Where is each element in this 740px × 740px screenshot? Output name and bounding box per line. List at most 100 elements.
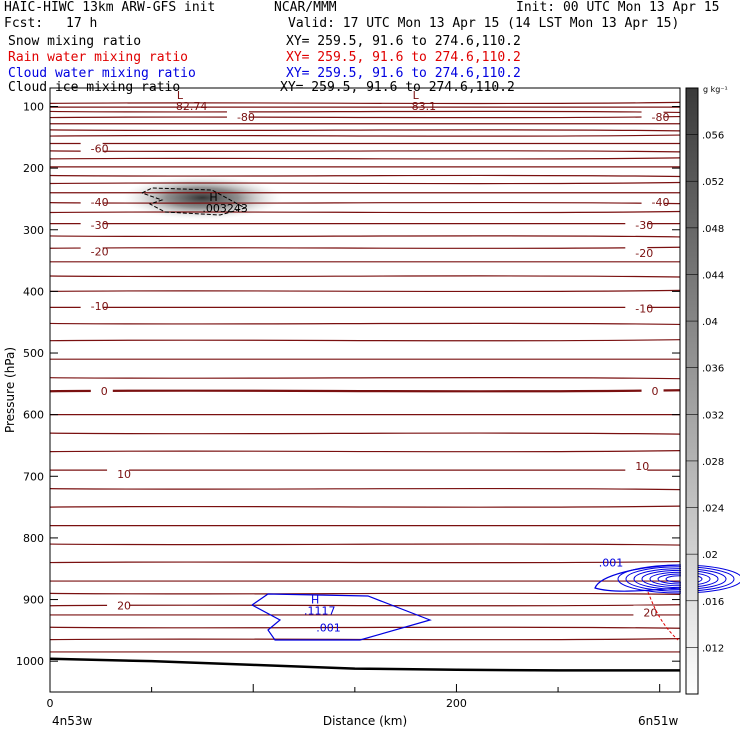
y-tick-label: 400 [23,285,44,298]
temperature-contour-line [49,626,681,629]
temperature-contour-line [49,450,681,453]
x-tick-label: 200 [446,697,467,710]
temperature-contour-label: 20 [643,606,657,619]
temperature-label-bg [107,466,130,480]
colorbar-tick-label: .028 [702,457,724,468]
temperature-contour-label: 0 [652,385,659,398]
temperature-contour-label: -60 [91,142,109,155]
colorbar-tick-label: .052 [702,177,724,188]
colorbar [685,87,699,695]
temperature-contour-line [49,560,681,564]
field-snow-xy: XY= 259.5, 91.6 to 274.6,110.2 [286,34,521,49]
temperature-label-bg [80,217,103,231]
temperature-contour-label: -30 [91,219,109,232]
y-tick-label: 700 [23,470,44,483]
field-rain-xy: XY= 259.5, 91.6 to 274.6,110.2 [286,50,521,65]
temperature-contour-line [49,101,681,105]
colorbar-unit: g kg⁻¹ [703,85,728,94]
colorbar-tick-label: .016 [702,597,724,608]
temperature-label-bg [625,217,648,231]
extremum-kind: L [413,89,420,102]
cloud-water-contour [251,593,432,641]
temperature-contour-line [49,487,681,491]
temperature-label-bg [80,141,103,155]
plot-frame [49,87,681,693]
extremum-value: -83.1 [408,100,436,113]
cloud-water-contour [617,564,740,594]
y-tick-label: 100 [23,100,44,113]
temperature-contour-line [49,201,681,205]
rain-water-contour [647,591,679,641]
temperature-label-bg [107,598,130,612]
colorbar-tick-label: .036 [702,364,724,375]
temperature-label-bg [641,195,664,209]
temperature-contour-line [49,275,681,278]
temperature-contour-line [49,181,681,185]
temperature-contour-label: -10 [635,303,653,316]
surface-pressure-line [49,657,680,672]
temperature-contour-line [49,115,681,119]
temperature-contour-line [49,150,681,153]
extremum-value: -82.74 [172,100,207,113]
x-start-location: 4n53w [52,714,93,728]
temperature-contour-line [49,604,681,607]
colorbar-tick-label: .04 [702,317,718,328]
y-tick-label: 800 [23,532,44,545]
temperature-contour-line [49,592,681,595]
header-model: HAIC-HIWC 13km ARW-GFS init [4,0,216,15]
temperature-contour-line [49,339,681,342]
temperature-label-bg [641,384,664,398]
x-tick-label: 0 [47,697,54,710]
temperature-contour-label: -80 [237,111,255,124]
extremum-kind: H [311,593,319,606]
field-cloudwater-name: Cloud water mixing ratio [8,66,196,81]
y-tick-label: 900 [23,594,44,607]
cloud-water-label: .001 [599,557,624,570]
extremum-kind: L [177,89,184,102]
x-end-location: 6n51w [638,714,679,728]
temperature-contour-label: 20 [117,600,131,613]
temperature-label-bg [633,605,656,619]
temperature-contour-label: -40 [91,196,109,209]
temperature-contour-line [49,505,681,508]
y-axis-title: Pressure (hPa) [3,347,17,433]
y-tick-label: 500 [23,347,44,360]
temperature-label-bg [625,458,648,472]
extremum-kind: H [209,191,217,204]
y-tick-label: 1000 [16,655,44,668]
temperature-contour-line [49,389,681,393]
cloud-ice-contour [141,187,247,216]
temperature-label-bg [80,195,103,209]
temperature-label-bg [80,299,103,313]
colorbar-tick-label: .02 [702,550,718,561]
temperature-contour-label: -20 [91,245,109,258]
colorbar-tick-label: .056 [702,131,724,142]
header-valid: Valid: 17 UTC Mon 13 Apr 15 (14 LST Mon … [288,16,680,31]
temperature-contour-label: 10 [635,460,649,473]
extremum-value: .1117 [304,604,336,617]
temperature-contour-label: -20 [635,247,653,260]
temperature-contour-line [49,376,681,380]
extremum-value: .003243 [202,202,248,215]
header-fcst-label: Fcst: [4,16,44,31]
temperature-contour-label: -10 [91,300,109,313]
temperature-contour-line [49,289,681,293]
temperature-contour-line [49,129,681,132]
temperature-contour-line [49,174,681,178]
cloud-water-label: .001 [316,621,341,634]
temperature-contour-line [49,110,681,114]
temperature-contour-label: -80 [652,111,670,124]
temperature-contour-label: -30 [635,219,653,232]
temperature-label-bg [641,109,664,123]
temperature-label-bg [80,244,103,258]
temperature-contour-line [49,134,681,137]
y-tick-label: 200 [23,162,44,175]
colorbar-tick-label: .024 [702,504,724,515]
y-tick-label: 300 [23,224,44,237]
temperature-contour-line [49,157,681,160]
header-init: Init: 00 UTC Mon 13 Apr 15 [516,0,720,15]
temperature-label-bg [625,246,648,260]
temperature-contour-line [49,322,681,326]
x-axis-title: Distance (km) [323,714,407,728]
